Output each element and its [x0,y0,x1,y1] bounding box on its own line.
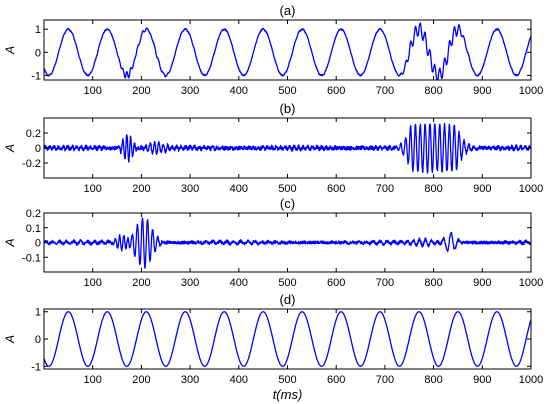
x-tick-label: 800 [424,85,442,97]
y-tick-label: 0 [35,334,41,346]
x-tick-label: 600 [327,85,345,97]
series-line [44,311,531,367]
x-tick-label: 700 [376,277,394,289]
x-tick-label: 400 [230,277,248,289]
y-axis-label: A [3,144,17,153]
y-tick-label: 0 [35,238,41,250]
x-tick-label: 800 [424,374,442,386]
y-tick-label: 1 [35,307,41,319]
x-tick-label: 400 [230,183,248,195]
y-tick-label: 0 [35,47,41,59]
y-tick-label: -0.2 [22,158,41,170]
panel-2: 100 200 300 400 500 600 700 800 900 1000 -0.2 0 0.2 (… [3,101,543,195]
y-tick-label: 0 [35,143,41,155]
x-tick-label: 300 [181,277,199,289]
x-tick-label: 100 [84,374,102,386]
x-tick-label: 800 [424,277,442,289]
y-tick-label: -1 [31,361,41,373]
x-tick-label: 200 [132,85,150,97]
x-tick-label: 300 [181,85,199,97]
x-tick-label: 200 [132,277,150,289]
y-tick-label: 0.2 [26,128,41,140]
x-tick-label: 300 [181,374,199,386]
x-tick-label: 900 [473,277,491,289]
panel-title: (d) [280,292,296,307]
y-axis-label: A [3,238,17,247]
x-tick-label: 400 [230,85,248,97]
x-tick-label: 200 [132,374,150,386]
x-tick-label: 600 [327,277,345,289]
x-tick-label: 100 [84,277,102,289]
x-tick-label: 600 [327,183,345,195]
x-tick-label: 700 [376,374,394,386]
x-tick-label: 700 [376,85,394,97]
x-tick-label: 300 [181,183,199,195]
x-tick-label: 600 [327,374,345,386]
y-tick-label: -1 [31,70,41,82]
panel-title: (a) [280,3,296,18]
x-tick-label: 500 [278,374,296,386]
panel-4: 100 200 300 400 500 600 700 800 900 1000 -1 0 1 (d) At… [3,292,543,402]
panel-1: 100 200 300 400 500 600 700 800 900 1000 -1 0 1 (a) A [3,3,543,97]
x-tick-label: 400 [230,374,248,386]
x-axis-label: t(ms) [273,387,303,402]
x-tick-label: 200 [132,183,150,195]
y-axis-label: A [3,335,17,344]
x-tick-label: 500 [278,183,296,195]
y-tick-label: 1 [35,24,41,36]
series-line [44,217,531,269]
x-tick-label: 900 [473,85,491,97]
panel-title: (b) [280,101,296,116]
panel-title: (c) [280,196,295,211]
x-tick-label: 700 [376,183,394,195]
x-tick-label: 500 [278,85,296,97]
x-tick-label: 900 [473,374,491,386]
x-tick-label: 1000 [519,85,543,97]
x-tick-label: 1000 [519,277,543,289]
y-tick-label: 0.1 [26,223,41,235]
y-axis-label: A [3,46,17,55]
x-tick-label: 900 [473,183,491,195]
x-tick-label: 500 [278,277,296,289]
series-line [44,122,531,174]
y-tick-label: 0.2 [26,208,41,220]
x-tick-label: 100 [84,85,102,97]
x-tick-label: 1000 [519,374,543,386]
x-tick-label: 100 [84,183,102,195]
y-tick-label: -0.1 [22,252,41,264]
x-tick-label: 1000 [519,183,543,195]
x-tick-label: 800 [424,183,442,195]
series-line [44,22,531,80]
panel-3: 100 200 300 400 500 600 700 800 900 1000 -0.1 0 0.1 0… [3,196,543,289]
